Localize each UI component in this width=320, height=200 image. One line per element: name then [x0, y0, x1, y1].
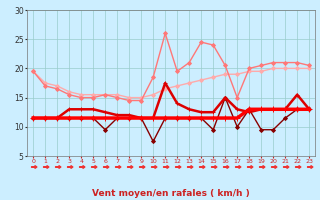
Text: Vent moyen/en rafales ( km/h ): Vent moyen/en rafales ( km/h )	[92, 189, 250, 198]
